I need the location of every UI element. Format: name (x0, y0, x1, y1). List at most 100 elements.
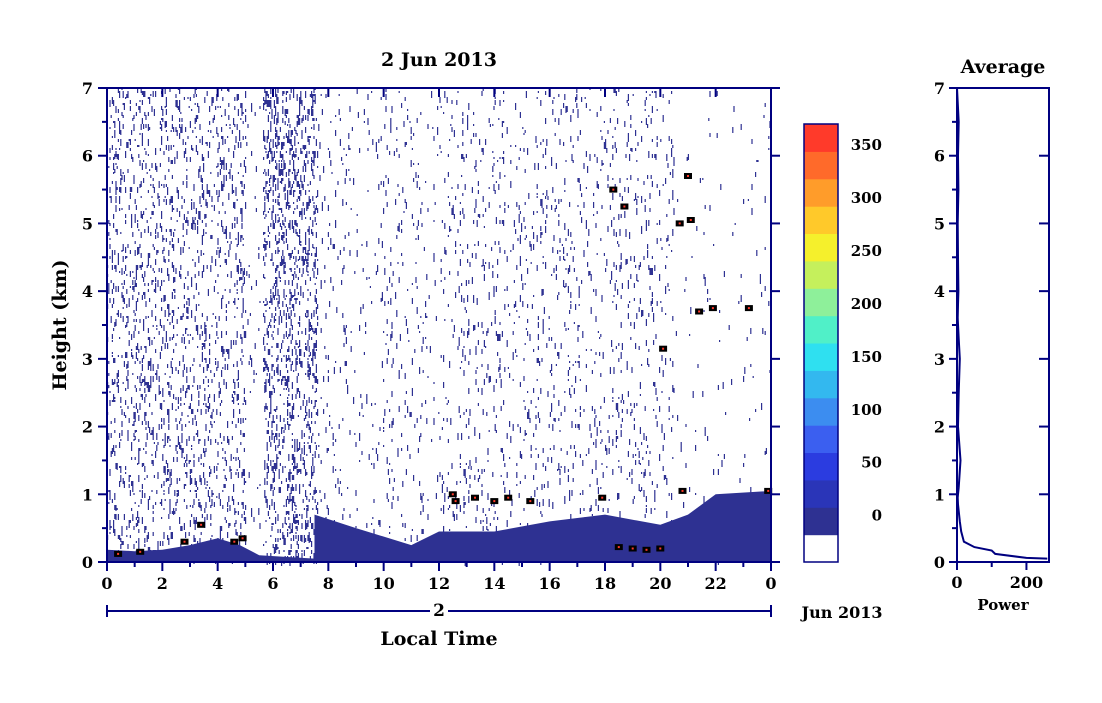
x-tick-label: 4 (212, 574, 223, 593)
cloud-return-core (117, 552, 120, 555)
x-tick-label: 0 (101, 574, 112, 593)
colorbar-tick-label: 0 (872, 507, 882, 525)
cloud-return-core (711, 307, 714, 310)
colorbar-tick-label: 150 (851, 348, 882, 366)
noise-speckles (107, 88, 772, 566)
x-tick-label: 18 (594, 574, 616, 593)
colorbar-block (804, 233, 838, 262)
x-tick-label: 20 (649, 574, 671, 593)
average-profile-panel: 0 1 2 3 4 5 6 7 0 200 Average Power (934, 56, 1050, 614)
cloud-return-core (200, 523, 203, 526)
cloud-return-core (241, 537, 244, 540)
date-axis-day-label: 2 (433, 601, 445, 621)
cloud-return-core (529, 500, 532, 503)
cloud-return-core (689, 219, 692, 221)
y-tick-label: 2 (82, 418, 93, 437)
avg-y-tick-label: 5 (934, 214, 945, 233)
colorbar-blocks (804, 124, 838, 563)
colorbar-block (804, 425, 838, 453)
colorbar-block (804, 370, 838, 399)
y-tick-label: 5 (82, 214, 93, 233)
date-axis: 2 Jun 2013 (106, 600, 883, 622)
avg-y-tick-label: 3 (934, 350, 945, 369)
colorbar-tick-label: 300 (851, 189, 882, 207)
cloud-return-core (687, 175, 689, 177)
colorbar-block (804, 124, 838, 152)
colorbar-block (804, 534, 838, 563)
x-tick-label: 6 (267, 574, 278, 593)
y-tick-label: 0 (82, 553, 93, 572)
heatmap-noise-layer (107, 88, 772, 566)
boundary-layer-fill (107, 490, 771, 562)
x-tick-label: 0 (765, 574, 776, 593)
colorbar-block (804, 507, 838, 536)
avg-y-tick-label: 1 (934, 485, 945, 504)
x-tick-label: 22 (705, 574, 727, 593)
colorbar-block (804, 260, 838, 289)
cloud-return-core (631, 547, 634, 550)
cloud-return-core (493, 500, 496, 503)
colorbar-block (804, 206, 838, 234)
y-tick-label: 1 (82, 485, 93, 504)
colorbar-block (804, 397, 838, 426)
colorbar-tick-label: 200 (851, 295, 882, 313)
avg-x-tick-label: 0 (951, 573, 962, 592)
avg-y-tick-label: 2 (934, 418, 945, 437)
colorbar-block (804, 151, 838, 180)
cloud-return-core (747, 307, 750, 310)
cloud-return-core (767, 489, 770, 492)
y-axis-ticks: 0 1 2 3 4 5 6 7 (82, 79, 780, 572)
average-y-ticks: 0 1 2 3 4 5 6 7 (934, 79, 1049, 572)
colorbar-frame (803, 123, 839, 563)
cloud-return-core (474, 496, 476, 499)
colorbar-block (804, 315, 838, 344)
colorbar-tick-label: 100 (851, 401, 882, 419)
cloud-return-core (678, 222, 681, 225)
cloud-return-core (454, 500, 457, 503)
average-x-ticks: 0 200 (951, 562, 1043, 592)
y-tick-label: 3 (82, 350, 93, 369)
colorbar-labels: 0 50 100 150 200 250 300 350 (851, 136, 882, 524)
cloud-return-core (139, 550, 142, 553)
colorbar-block (804, 288, 838, 317)
x-tick-label: 12 (428, 574, 450, 593)
chart-title: 2 Jun 2013 (381, 49, 497, 71)
x-tick-label: 10 (373, 574, 395, 593)
cloud-return-core (623, 205, 626, 208)
date-axis-label-bg (430, 600, 448, 620)
y-axis-label: Height (km) (49, 260, 71, 391)
colorbar-block (804, 479, 838, 508)
heatmap-background (107, 88, 771, 562)
avg-y-tick-label: 7 (934, 79, 945, 98)
cloud-return-core (659, 547, 662, 550)
cloud-return-core (698, 310, 701, 313)
cloud-return-core (617, 546, 620, 549)
date-axis-month-label: Jun 2013 (800, 603, 883, 622)
average-title: Average (960, 56, 1046, 78)
y-tick-label: 6 (82, 147, 93, 166)
x-tick-label: 2 (157, 574, 168, 593)
colorbar-tick-label: 350 (851, 136, 882, 154)
colorbar-tick-label: 50 (861, 454, 882, 472)
cloud-return-core (612, 188, 615, 191)
colorbar-block (804, 178, 838, 207)
x-tick-label: 14 (483, 574, 505, 593)
avg-x-tick-label: 200 (1010, 573, 1043, 592)
cloud-return-core (601, 496, 604, 499)
colorbar-block (804, 452, 838, 481)
cloud-return-core (645, 548, 648, 551)
cloud-return-core (662, 347, 665, 350)
cloud-return-core (451, 493, 454, 496)
x-axis-ticks: 0 2 4 6 8 10 12 14 16 18 20 22 0 (101, 88, 777, 593)
colorbar: 0 50 100 150 200 250 300 350 (803, 123, 882, 563)
y-tick-label: 4 (82, 282, 93, 301)
cloud-return-core (681, 489, 684, 492)
average-background (957, 88, 1049, 562)
x-tick-label: 16 (539, 574, 561, 593)
boundary-layer-area (107, 490, 771, 562)
x-axis-label: Local Time (380, 628, 497, 650)
cloud-return-core (183, 540, 186, 543)
colorbar-tick-label: 250 (851, 242, 882, 260)
